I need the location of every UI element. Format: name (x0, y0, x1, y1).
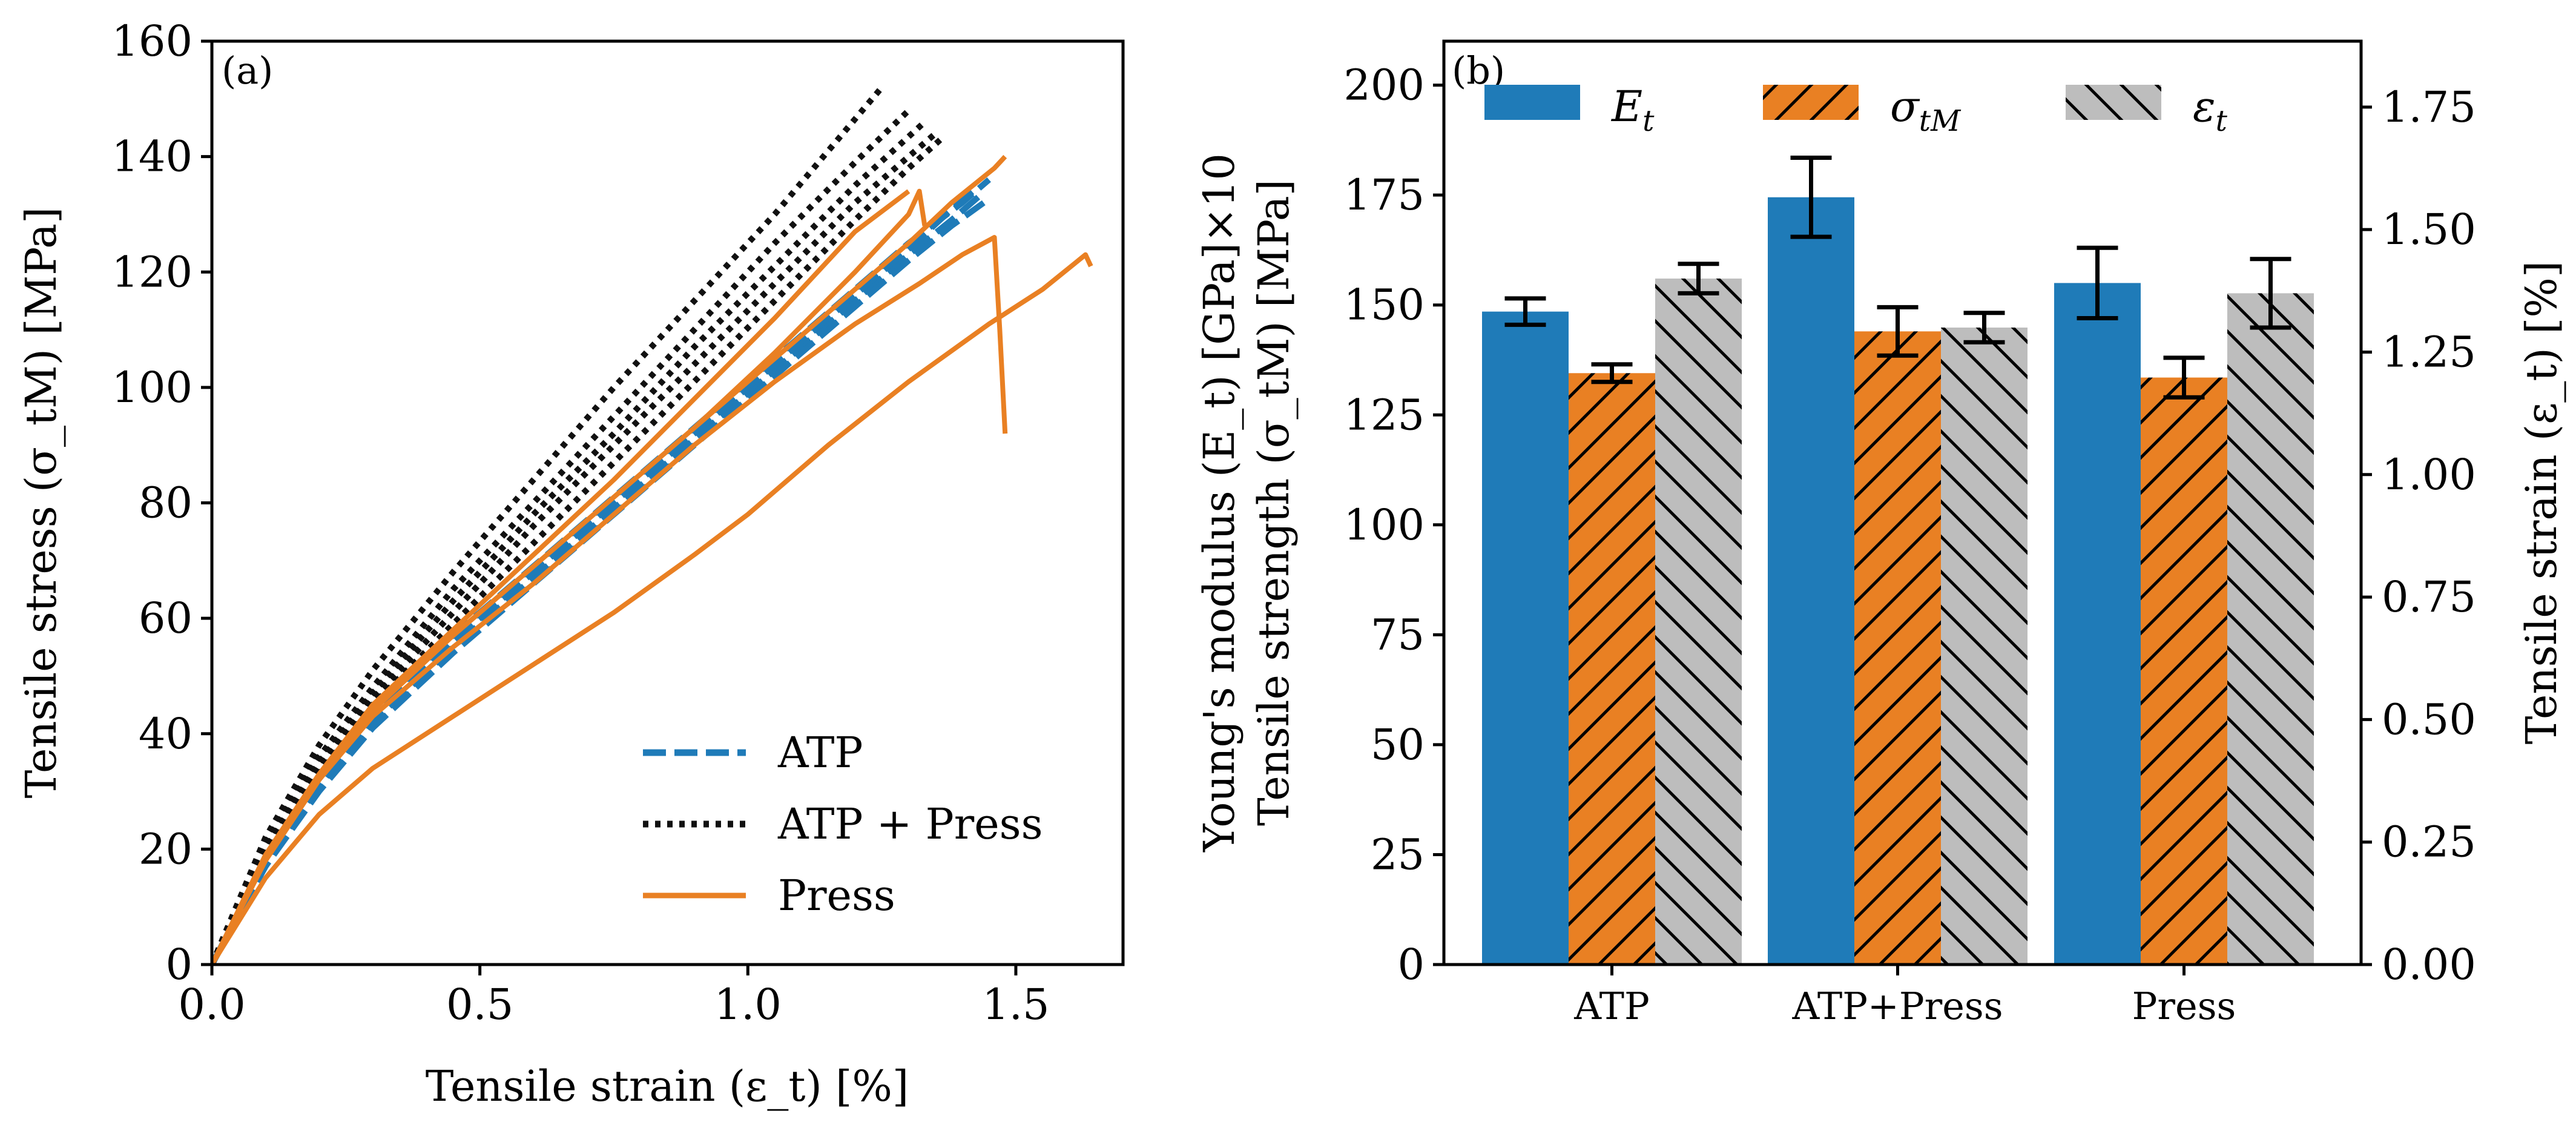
x-tick-label: Press (2132, 984, 2236, 1028)
y-tick-label: 25 (1371, 830, 1425, 879)
series-line-atp-0 (212, 194, 981, 965)
x-tick-label: 0.5 (446, 980, 513, 1029)
legend-label: εt (2193, 82, 2228, 138)
y2-tick-label: 1.25 (2382, 327, 2476, 377)
bar (1482, 311, 1569, 965)
series-line-press-11 (212, 252, 1093, 965)
y-tick-label: 0 (165, 940, 193, 989)
bar (1854, 331, 1941, 965)
y-tick-label: 120 (111, 247, 193, 297)
series-line-press-13 (212, 188, 927, 965)
y2-tick-label: 0.75 (2382, 572, 2476, 622)
panel-b-ylabel-line2: Tensile strength (σ_tM) [MPa] (1249, 179, 1299, 826)
y-tick-label: 160 (111, 16, 193, 66)
panel-a-series-group (212, 85, 1093, 965)
y2-tick-label: 1.75 (2382, 82, 2476, 132)
panel-b-y2label: Tensile strain (ε_t) [%] (2517, 261, 2566, 745)
legend-label: Et (1610, 82, 1655, 138)
y-tick-label: 200 (1343, 61, 1425, 110)
y-tick-label: 175 (1343, 170, 1425, 220)
y2-tick-label: 1.50 (2382, 205, 2476, 254)
bar (1941, 327, 2028, 965)
legend-label: σtM (1890, 82, 1962, 138)
bar (1569, 373, 1655, 965)
x-tick-label: 1.5 (982, 980, 1049, 1029)
panel-a-legend: ATP ATP + Press Press (643, 728, 1043, 920)
legend-label: Press (778, 871, 895, 920)
panel-a-line-chart: 0.0 0.5 1.0 1.5 0 20 40 60 80 100 120 140 160 (a) Te… (16, 16, 1125, 1111)
legend-label: ATP (777, 728, 863, 777)
legend-label: ATP + Press (777, 799, 1043, 849)
legend-swatch (1484, 85, 1580, 120)
panel-a-xlabel: Tensile strain (ε_t) [%] (426, 1061, 909, 1111)
panel-b-frame (1442, 39, 2363, 966)
y2-tick-label: 0.25 (2382, 817, 2476, 867)
x-tick-label: 0.0 (178, 980, 245, 1029)
panel-a-label: (a) (222, 48, 273, 93)
y-tick-label: 0 (1397, 940, 1425, 989)
y-tick-label: 60 (139, 593, 193, 643)
bar (2054, 283, 2141, 965)
bar (1768, 197, 1854, 965)
series-line-atp-press-7 (212, 131, 938, 965)
series-line-atp-3 (212, 189, 975, 965)
y-tick-label: 75 (1371, 610, 1425, 659)
series-line-press-10 (212, 235, 1008, 965)
y-tick-label: 50 (1371, 720, 1425, 770)
y2-tick-label: 0.00 (2382, 940, 2476, 989)
series-line-atp-press-5 (212, 108, 911, 965)
y2-tick-label: 1.00 (2382, 450, 2476, 500)
panel-a-ticks: 0.0 0.5 1.0 1.5 0 20 40 60 80 100 120 140 160 (111, 16, 1049, 1029)
panel-b-legend: Et σtM εt (1484, 82, 2228, 138)
series-line-atp-press-4 (212, 85, 884, 965)
y-tick-label: 150 (1343, 280, 1425, 330)
y-tick-label: 140 (111, 132, 193, 182)
y-tick-label: 80 (139, 478, 193, 528)
y-tick-label: 125 (1343, 390, 1425, 440)
y-tick-label: 20 (139, 824, 193, 874)
y-tick-label: 100 (1343, 500, 1425, 550)
panel-a-ylabel: Tensile stress (σ_tM) [MPa] (16, 207, 66, 799)
panel-b-bar-chart: ATP ATP+Press Press 0 25 50 75 100 125 150 175 200 0… (1194, 39, 2566, 1028)
panel-b-ticks: ATP ATP+Press Press 0 25 50 75 100 125 150 175 200 0… (1343, 61, 2476, 1028)
legend-swatch (2066, 85, 2161, 120)
panel-b-ylabel-line1: Young's modulus (E_t) [GPa]×10 (1194, 153, 1244, 853)
bar (2227, 293, 2314, 965)
panel-b-bars (1482, 155, 2314, 965)
bar (2141, 377, 2227, 965)
bar (1655, 279, 1742, 965)
y2-tick-label: 0.50 (2382, 694, 2476, 744)
y-tick-label: 40 (139, 709, 193, 759)
y-tick-label: 100 (111, 363, 193, 412)
legend-swatch (1763, 85, 1859, 120)
x-tick-label: 1.0 (714, 980, 782, 1029)
x-tick-label: ATP (1573, 984, 1649, 1028)
x-tick-label: ATP+Press (1791, 984, 2003, 1028)
